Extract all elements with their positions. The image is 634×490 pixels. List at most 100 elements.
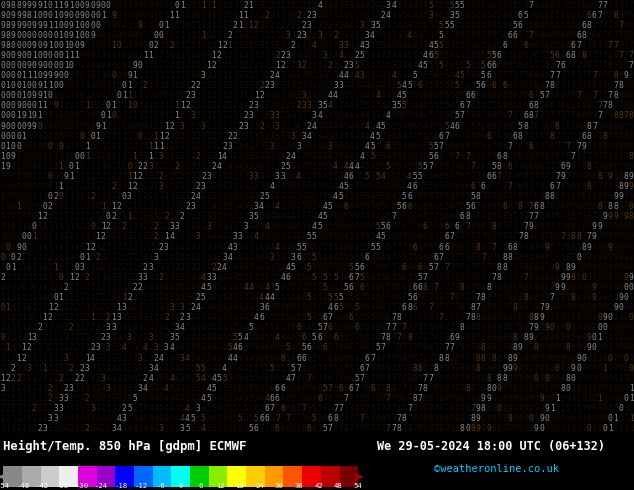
Text: 3: 3: [148, 353, 153, 363]
Text: 5: 5: [465, 51, 470, 60]
Text: 7: 7: [486, 273, 491, 282]
Bar: [78, 466, 96, 487]
Text: 2: 2: [190, 101, 195, 110]
Text: 5: 5: [476, 81, 481, 90]
Text: 2: 2: [238, 122, 243, 130]
Text: 5: 5: [249, 374, 254, 383]
Text: 8: 8: [491, 424, 496, 433]
Text: 1: 1: [586, 384, 592, 393]
Text: 4: 4: [280, 253, 285, 262]
Text: 5: 5: [275, 273, 280, 282]
Text: 7: 7: [592, 122, 597, 130]
Text: 3: 3: [349, 41, 354, 50]
Text: 4: 4: [491, 11, 496, 20]
Text: 5: 5: [513, 0, 517, 9]
Text: 6: 6: [481, 81, 486, 90]
Text: 4: 4: [249, 353, 254, 363]
Text: 7: 7: [264, 424, 269, 433]
Text: 2: 2: [101, 424, 105, 433]
Text: 3: 3: [391, 61, 396, 70]
Text: 3: 3: [280, 41, 285, 50]
Text: 5: 5: [375, 101, 380, 110]
Text: 5: 5: [349, 253, 354, 262]
Text: 4: 4: [296, 152, 301, 161]
Text: 0: 0: [586, 353, 592, 363]
Text: 8: 8: [602, 182, 607, 191]
Text: 7: 7: [545, 51, 549, 60]
Text: 8: 8: [523, 283, 528, 292]
Text: 8: 8: [602, 11, 607, 20]
Text: 8: 8: [618, 132, 623, 141]
Text: 5: 5: [307, 232, 311, 242]
Text: 7: 7: [555, 162, 560, 171]
Text: 4: 4: [153, 374, 158, 383]
Text: 3: 3: [217, 253, 222, 262]
Text: 6: 6: [507, 41, 512, 50]
Text: 6: 6: [212, 414, 216, 423]
Text: 6: 6: [491, 232, 496, 242]
Text: 3: 3: [291, 112, 295, 121]
Text: 0: 0: [0, 172, 5, 181]
Text: 5: 5: [148, 384, 153, 393]
Text: 8: 8: [444, 384, 449, 393]
Text: 2: 2: [380, 11, 385, 20]
Text: 0: 0: [27, 142, 32, 151]
Text: 3: 3: [291, 182, 295, 191]
Text: 2: 2: [370, 0, 375, 9]
Text: ©weatheronline.co.uk: ©weatheronline.co.uk: [434, 464, 559, 474]
Text: 1: 1: [174, 112, 179, 121]
Text: 7: 7: [518, 273, 523, 282]
Text: 0: 0: [117, 0, 121, 9]
Text: 4: 4: [196, 222, 200, 231]
Text: 1: 1: [27, 283, 32, 292]
Text: 2: 2: [164, 61, 169, 70]
Text: 7: 7: [455, 273, 460, 282]
Text: 1: 1: [180, 71, 184, 80]
Text: 4: 4: [280, 263, 285, 272]
Text: 5: 5: [243, 353, 248, 363]
Text: 7: 7: [550, 112, 555, 121]
Text: 7: 7: [491, 273, 496, 282]
Text: 7: 7: [539, 122, 544, 130]
Text: 1: 1: [42, 172, 48, 181]
Text: 4: 4: [323, 112, 327, 121]
Text: 9: 9: [523, 323, 528, 332]
Text: 7: 7: [444, 253, 449, 262]
Text: 7: 7: [423, 192, 428, 201]
Text: 2: 2: [106, 132, 111, 141]
Text: 7: 7: [470, 404, 476, 413]
Text: 3: 3: [122, 202, 127, 211]
Text: 3: 3: [158, 343, 164, 352]
Text: 5: 5: [444, 51, 449, 60]
Text: 1: 1: [180, 41, 184, 50]
Text: 9: 9: [539, 374, 544, 383]
Text: 6: 6: [481, 122, 486, 130]
Text: 8: 8: [16, 0, 21, 9]
Text: 6: 6: [581, 0, 586, 9]
Text: 9: 9: [455, 404, 460, 413]
Text: 4: 4: [228, 172, 232, 181]
Text: 1: 1: [555, 404, 560, 413]
Text: 0: 0: [79, 253, 84, 262]
Text: 6: 6: [434, 152, 438, 161]
Text: 6: 6: [307, 394, 311, 403]
Text: 9: 9: [111, 21, 116, 30]
Text: 4: 4: [365, 222, 370, 231]
Text: 2: 2: [48, 343, 53, 352]
Text: 5: 5: [375, 222, 380, 231]
Text: 4: 4: [365, 0, 370, 9]
Text: 3: 3: [307, 101, 311, 110]
Text: 8: 8: [491, 333, 496, 343]
Text: 3: 3: [396, 61, 401, 70]
Text: 0: 0: [111, 112, 116, 121]
Text: 5: 5: [269, 414, 275, 423]
Text: 5: 5: [365, 192, 370, 201]
Text: 0: 0: [618, 323, 623, 332]
Text: 0: 0: [90, 71, 95, 80]
Text: 6: 6: [545, 71, 549, 80]
Text: 4: 4: [323, 172, 327, 181]
Text: 5: 5: [412, 81, 417, 90]
Text: 0: 0: [6, 71, 10, 80]
Text: 7: 7: [523, 222, 528, 231]
Text: 9: 9: [550, 374, 555, 383]
